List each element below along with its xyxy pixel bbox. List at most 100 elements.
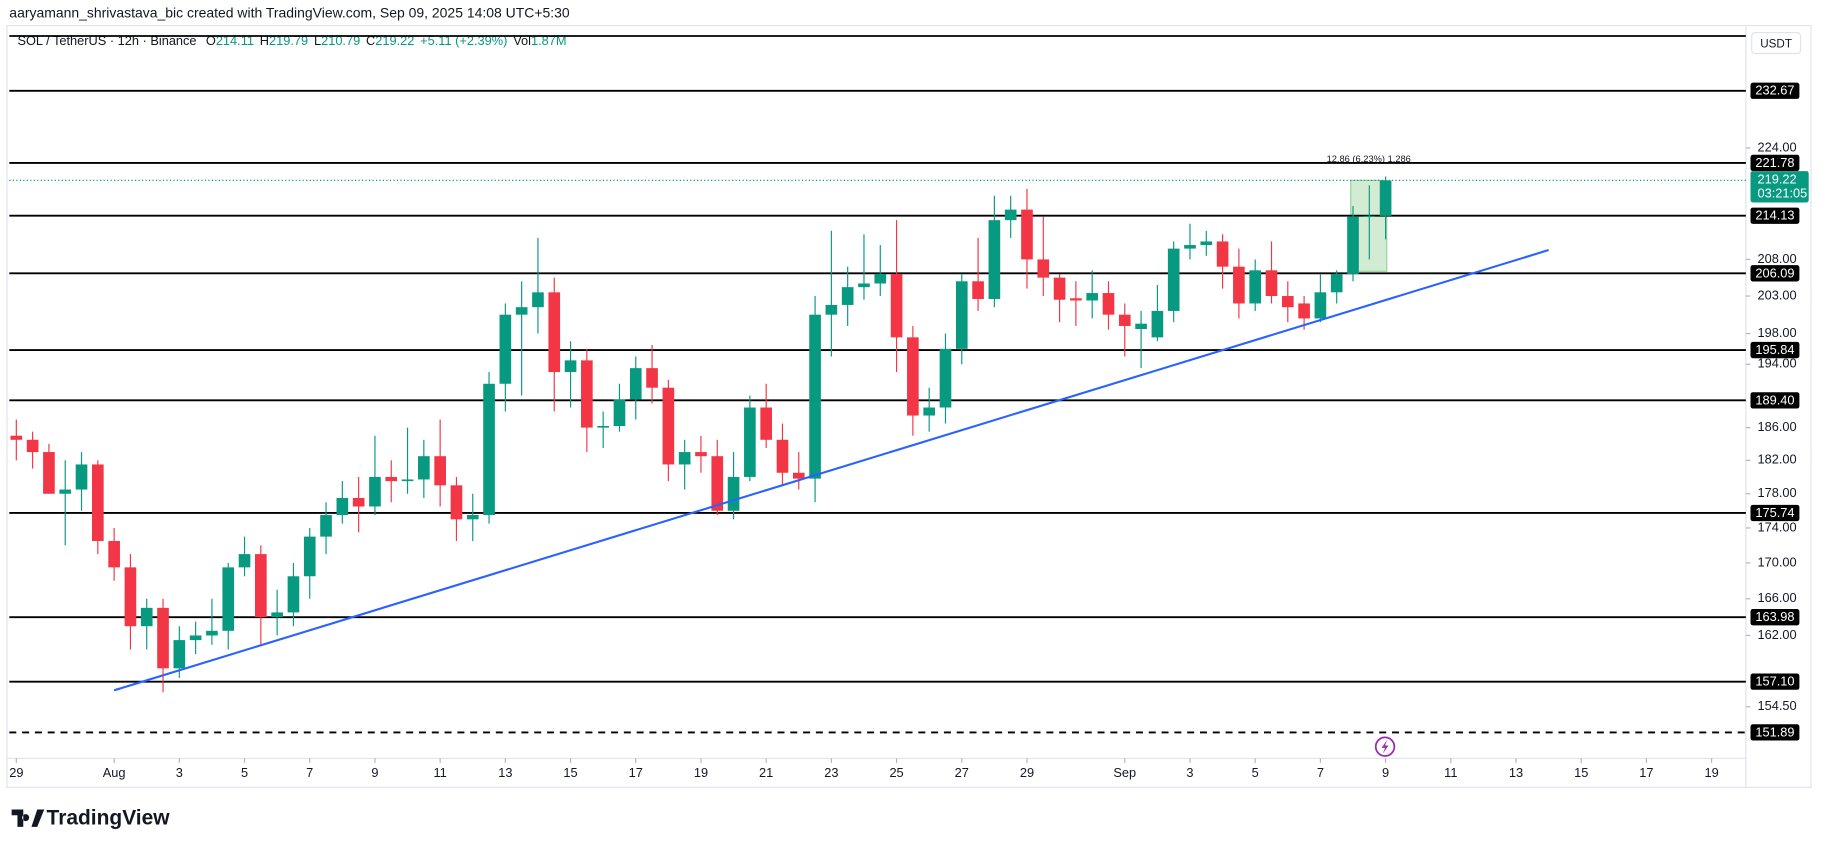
candle-body bbox=[955, 281, 968, 349]
legend-value: 210.79 bbox=[321, 33, 360, 48]
level-label-box bbox=[1750, 392, 1800, 409]
x-tick-label: 17 bbox=[629, 765, 643, 780]
y-tick-label: 198.00 bbox=[1757, 325, 1796, 340]
candle-body bbox=[858, 283, 870, 288]
candle-body bbox=[825, 304, 838, 315]
candle-body bbox=[108, 540, 120, 568]
countdown-label: 03:21:05 bbox=[1757, 186, 1807, 201]
level-label: 151.89 bbox=[1755, 724, 1794, 739]
candle-body bbox=[890, 273, 903, 338]
unit-label: USDT bbox=[1760, 37, 1792, 50]
candle-body bbox=[1102, 293, 1115, 315]
level-label: 232.67 bbox=[1755, 83, 1794, 98]
measure-label: 12.86 (6.23%) 1,286 bbox=[1327, 154, 1411, 164]
candle-body bbox=[10, 435, 23, 440]
y-tick-label: 194.00 bbox=[1757, 356, 1796, 371]
level-label-box bbox=[1750, 673, 1800, 690]
legend-text: SOL / TetherUS · 12h · Binance O214.11 H21… bbox=[17, 33, 566, 48]
y-tick-label: 186.00 bbox=[1757, 419, 1796, 434]
candle-body bbox=[124, 567, 137, 627]
legend-key: O bbox=[206, 33, 216, 48]
legend-volume-key: Vol bbox=[513, 33, 531, 48]
level-label: 157.10 bbox=[1755, 674, 1794, 689]
candle-body bbox=[581, 360, 593, 428]
x-tick-label: 13 bbox=[498, 765, 512, 780]
y-tick-label: 170.00 bbox=[1757, 554, 1796, 569]
candle-body bbox=[1021, 209, 1033, 260]
legend: SOL / TetherUS · 12h · Binance O214.11 H21… bbox=[17, 33, 566, 48]
legend-value: 214.11 bbox=[216, 33, 254, 48]
candle-body bbox=[907, 337, 919, 416]
candle-body bbox=[320, 515, 332, 537]
legend-key: C bbox=[366, 33, 375, 48]
level-label-box bbox=[1750, 207, 1800, 224]
candle-body bbox=[923, 407, 935, 416]
candle-body bbox=[972, 281, 984, 299]
level-label-box bbox=[1750, 154, 1800, 172]
candle-body bbox=[1265, 270, 1278, 297]
x-tick-label: 15 bbox=[563, 765, 577, 780]
x-tick-label: Aug bbox=[103, 765, 126, 780]
x-tick-label: 29 bbox=[1020, 765, 1034, 780]
candle-body bbox=[222, 567, 235, 631]
x-tick-label: 5 bbox=[1252, 765, 1259, 780]
unit-box bbox=[1751, 31, 1802, 55]
alert-icon bbox=[1374, 736, 1396, 757]
trendline bbox=[113, 249, 1549, 692]
candle-body bbox=[189, 635, 202, 641]
legend-volume: 1.87M bbox=[531, 33, 567, 48]
candle-body bbox=[1167, 248, 1180, 311]
x-tick-label: 7 bbox=[1317, 765, 1324, 780]
legend-key: L bbox=[314, 33, 321, 48]
candle-body bbox=[271, 612, 283, 617]
legend-value: 219.79 bbox=[269, 33, 308, 48]
brand-name: TradingView bbox=[47, 806, 171, 829]
candle-body bbox=[1053, 277, 1066, 300]
y-tick-label: 174.00 bbox=[1757, 519, 1796, 534]
x-tick-label: 9 bbox=[371, 765, 378, 780]
legend-value: 219.22 bbox=[375, 33, 414, 48]
y-tick-label: 224.00 bbox=[1757, 139, 1796, 154]
x-tick-label: 23 bbox=[824, 765, 838, 780]
candle-body bbox=[629, 368, 642, 400]
y-tick-label: 178.00 bbox=[1757, 485, 1796, 500]
candle-body bbox=[238, 554, 251, 568]
candle-body bbox=[1118, 314, 1131, 326]
legend-key: H bbox=[260, 33, 269, 48]
candle-body bbox=[809, 314, 821, 479]
y-tick-label: 203.00 bbox=[1757, 287, 1796, 302]
candle-body bbox=[662, 387, 675, 465]
level-label-box bbox=[1750, 265, 1800, 282]
candle-body bbox=[75, 464, 88, 490]
x-tick-label: 29 bbox=[9, 765, 23, 780]
last-price-label: 219.22 bbox=[1757, 172, 1796, 187]
level-label: 163.98 bbox=[1755, 609, 1794, 624]
candle-body bbox=[1330, 273, 1343, 293]
candle-body bbox=[841, 287, 854, 305]
candle-body bbox=[26, 439, 39, 453]
candle-body bbox=[695, 452, 707, 457]
candle-body bbox=[776, 439, 789, 473]
candle-body bbox=[499, 314, 512, 384]
candle-body bbox=[1379, 180, 1392, 216]
candle-body bbox=[988, 220, 1001, 299]
candle-body bbox=[548, 292, 561, 373]
y-tick-label: 208.00 bbox=[1757, 251, 1796, 266]
x-tick-label: 11 bbox=[1444, 765, 1457, 780]
x-tick-label: 17 bbox=[1639, 765, 1653, 780]
x-tick-label: 21 bbox=[759, 765, 773, 780]
candle-body bbox=[1200, 241, 1213, 246]
candle-body bbox=[401, 479, 414, 482]
candle-body bbox=[434, 456, 446, 486]
candle-body bbox=[1281, 296, 1294, 308]
level-label: 175.74 bbox=[1755, 505, 1794, 520]
level-label-box bbox=[1750, 82, 1800, 99]
candle-body bbox=[369, 476, 381, 507]
x-tick-label: 27 bbox=[955, 765, 969, 780]
legend-symbol: SOL / TetherUS · 12h · Binance bbox=[17, 33, 196, 48]
brand-logo: TradingView bbox=[11, 806, 171, 829]
candle-body bbox=[352, 497, 365, 507]
candle-body bbox=[646, 368, 658, 388]
level-label: 214.13 bbox=[1755, 208, 1794, 223]
